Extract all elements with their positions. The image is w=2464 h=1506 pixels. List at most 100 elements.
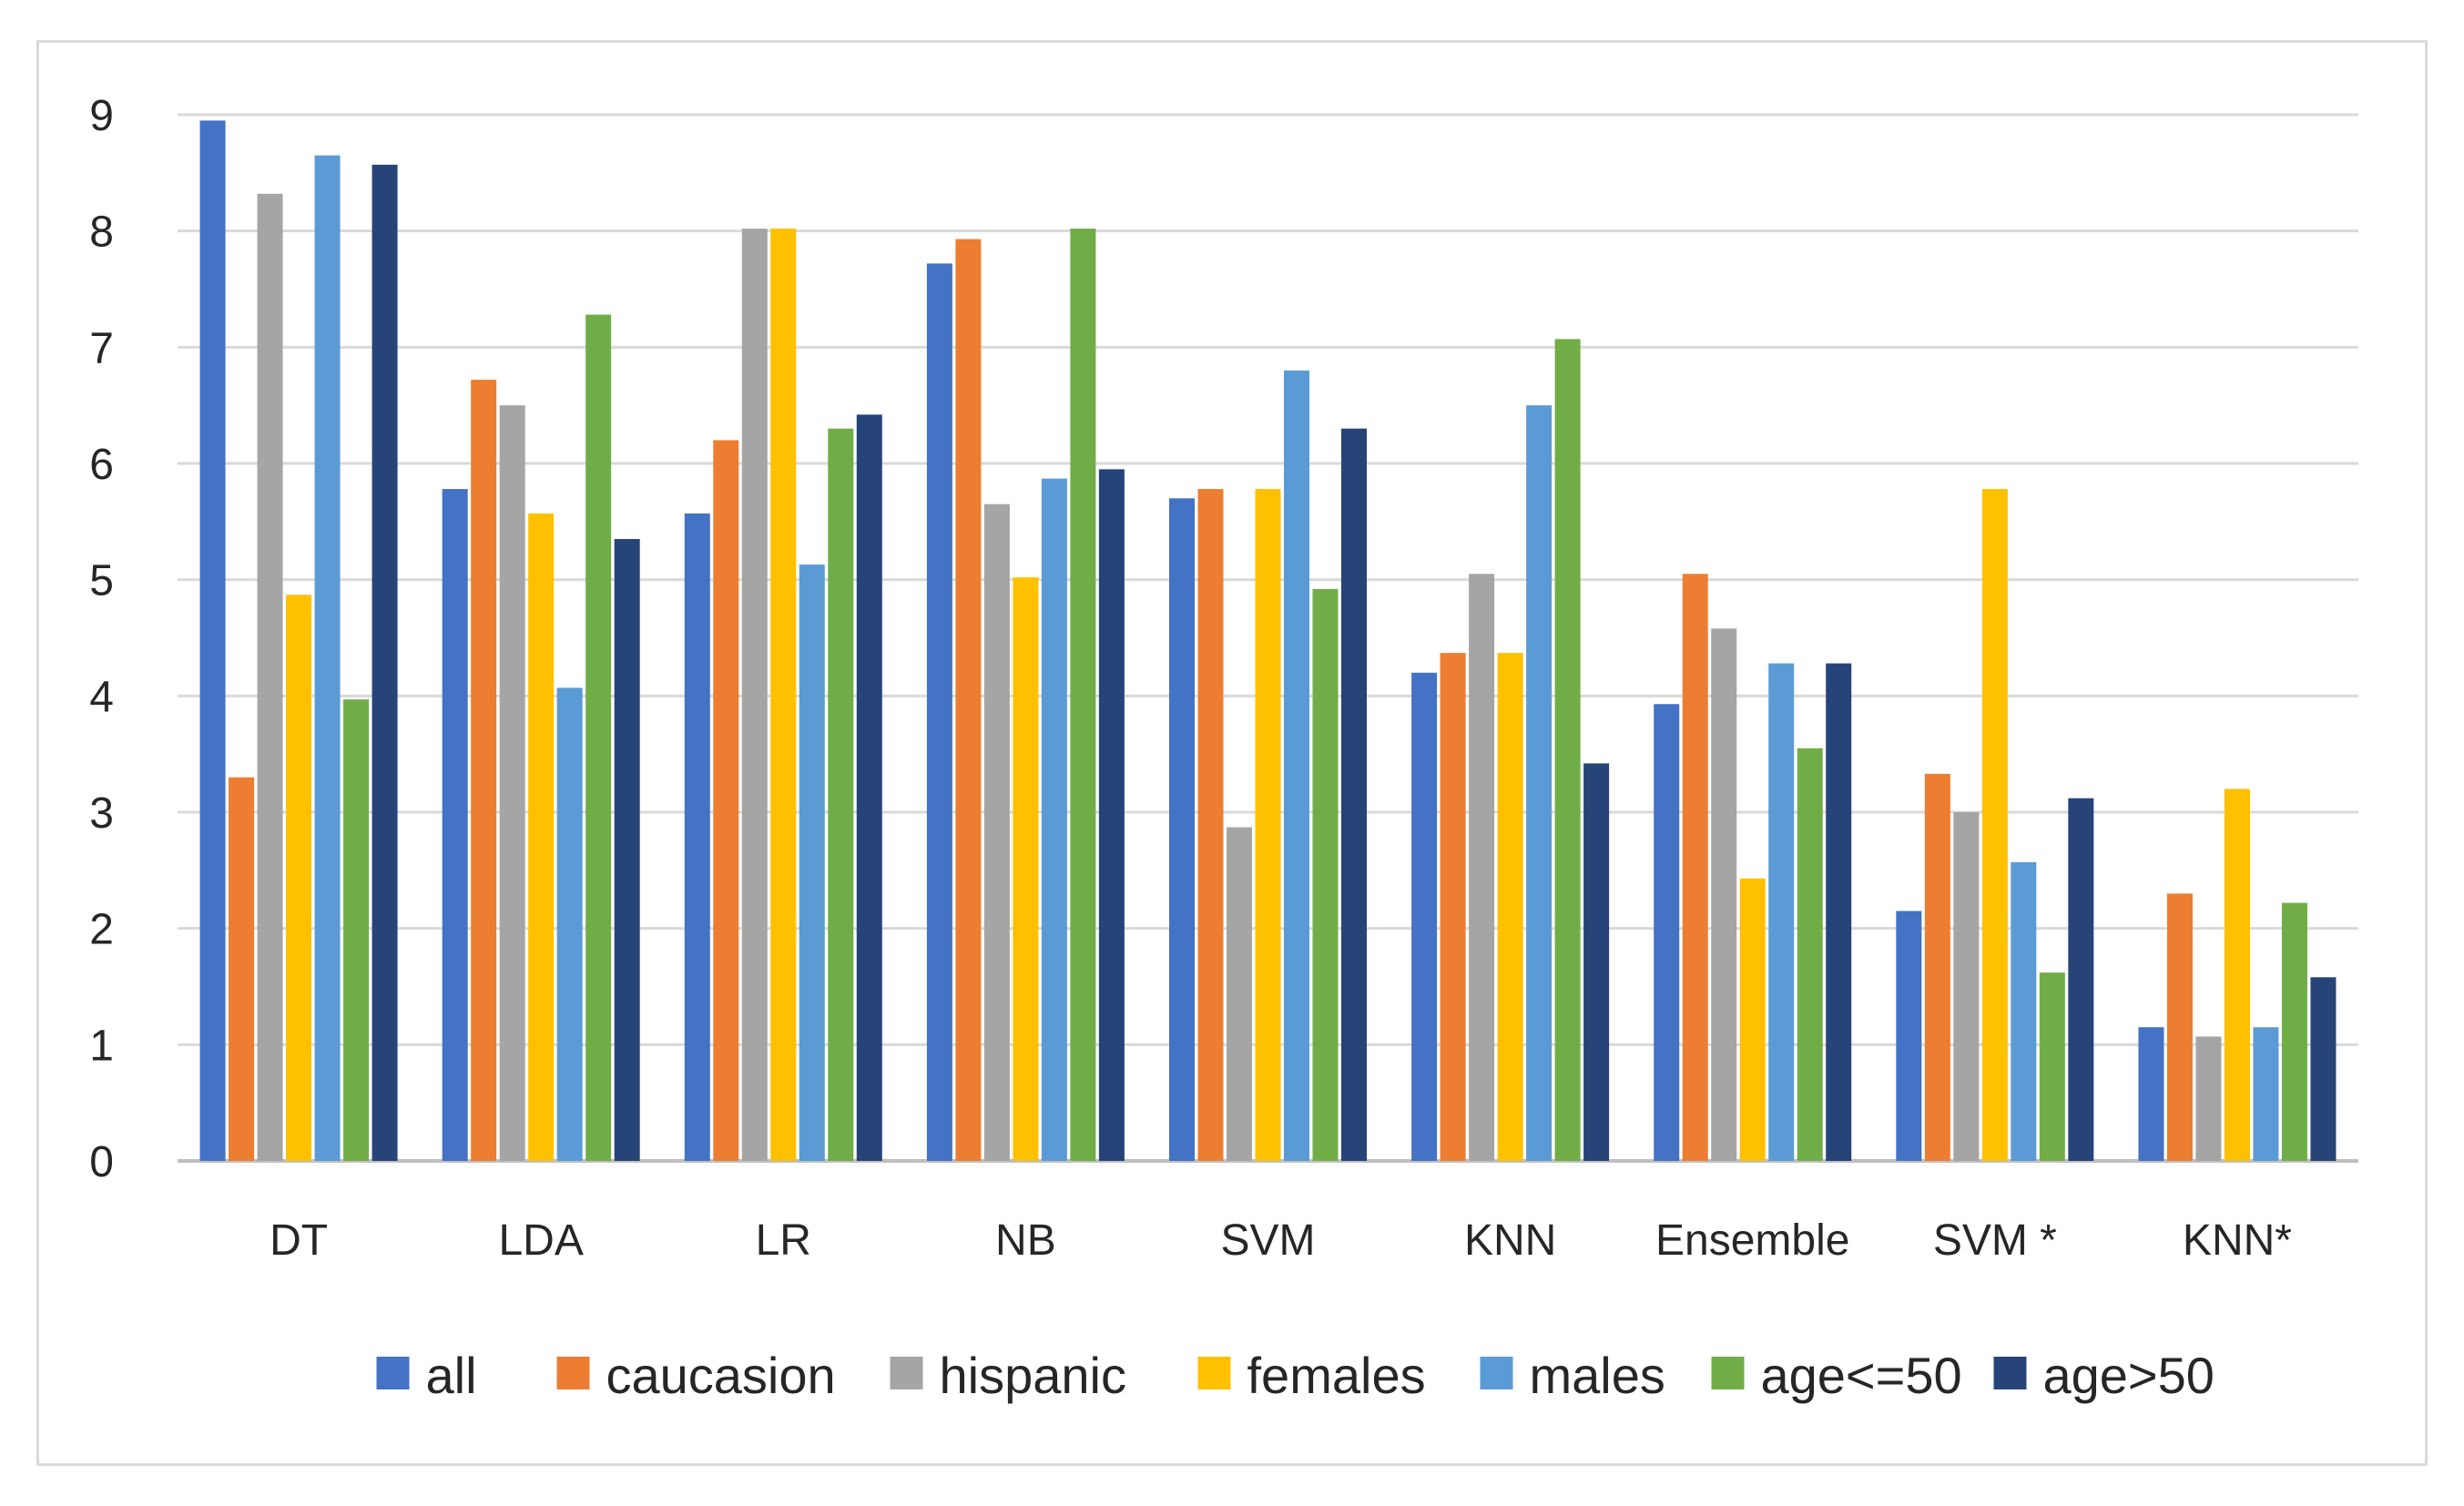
legend-swatch — [1480, 1357, 1513, 1389]
bar-svm-age50 — [2039, 972, 2065, 1161]
y-tick-label: 5 — [89, 557, 114, 605]
bar-svm-caucasion — [1924, 773, 1950, 1161]
bar-svm-all — [1169, 498, 1195, 1161]
y-tick-label: 9 — [89, 92, 114, 140]
bar-lda-caucasion — [471, 380, 497, 1162]
bar-dt-age50 — [372, 164, 398, 1161]
y-tick-label: 8 — [89, 209, 114, 257]
y-tick-label: 3 — [89, 789, 114, 838]
x-tick-label: DT — [270, 1216, 328, 1265]
bar-svm-hispanic — [1953, 812, 1980, 1161]
bar-ensemble-age50 — [1826, 663, 1852, 1161]
bar-ensemble-age50 — [1797, 748, 1823, 1161]
bar-svm-males — [2011, 861, 2037, 1161]
legend-swatch — [376, 1357, 410, 1389]
bar-nb-age50 — [1070, 229, 1096, 1161]
bar-dt-all — [199, 120, 226, 1162]
bar-ensemble-hispanic — [1711, 628, 1737, 1161]
bar-svm-females — [1255, 489, 1281, 1161]
x-tick-label: SVM * — [1933, 1216, 2057, 1265]
legend-label: caucasion — [606, 1347, 836, 1404]
x-tick-label: Ensemble — [1655, 1216, 1849, 1265]
bar-nb-caucasion — [955, 239, 982, 1161]
bar-knn-age50 — [2310, 977, 2337, 1161]
bar-ensemble-all — [1654, 704, 1680, 1161]
bar-lda-age50 — [585, 314, 612, 1161]
bar-lr-caucasion — [713, 440, 739, 1161]
bar-nb-hispanic — [983, 504, 1010, 1161]
legend-label: hispanic — [940, 1347, 1126, 1404]
x-axis-ticks: DT LDA LR NB SVM KNN Ensemble SVM * KNN* — [270, 1216, 2292, 1265]
bar-svm-males — [1284, 370, 1309, 1161]
bar-dt-females — [286, 595, 312, 1161]
bar-knn-males — [2253, 1027, 2279, 1161]
bar-lr-hispanic — [741, 229, 768, 1161]
x-tick-label: KNN — [1464, 1216, 1556, 1265]
legend-swatch — [556, 1357, 590, 1389]
y-tick-label: 2 — [89, 906, 114, 954]
bar-lda-males — [556, 687, 583, 1161]
bar-lr-females — [770, 229, 797, 1161]
bar-svm-females — [1981, 489, 2008, 1161]
bar-svm-age50 — [1341, 428, 1367, 1161]
bar-ensemble-caucasion — [1682, 574, 1708, 1161]
bar-svm-all — [1896, 911, 1922, 1161]
bar-knn-caucasion — [1440, 653, 1466, 1161]
legend-label: all — [426, 1347, 477, 1404]
bar-knn-males — [1526, 405, 1553, 1162]
bar-knn-age50 — [2281, 902, 2307, 1161]
legend-swatch — [1993, 1357, 2027, 1389]
chart-frame — [36, 40, 2428, 1466]
bar-dt-hispanic — [257, 193, 283, 1161]
bar-lr-males — [799, 565, 825, 1161]
bar-ensemble-males — [1768, 663, 1795, 1161]
y-tick-label: 1 — [89, 1022, 114, 1070]
bar-svm-age50 — [1312, 588, 1339, 1161]
bars — [199, 120, 2337, 1162]
y-tick-label: 0 — [89, 1138, 114, 1186]
legend-label: age<=50 — [1761, 1347, 1962, 1404]
bar-lr-all — [684, 513, 710, 1161]
bar-lr-age50 — [856, 414, 882, 1161]
bar-knn-caucasion — [2166, 893, 2193, 1161]
y-tick-label: 7 — [89, 324, 114, 372]
legend: all caucasion hispanic females males age<=50 a… — [376, 1347, 2215, 1404]
bar-ensemble-females — [1739, 878, 1766, 1161]
legend-label: females — [1247, 1347, 1426, 1404]
x-tick-label: NB — [995, 1216, 1056, 1265]
bar-lda-age50 — [614, 538, 640, 1161]
x-tick-label: SVM — [1220, 1216, 1315, 1265]
bar-knn-hispanic — [2195, 1036, 2222, 1161]
legend-swatch — [1197, 1357, 1231, 1389]
bar-nb-age50 — [1098, 469, 1125, 1161]
bar-knn-all — [2138, 1027, 2164, 1161]
y-tick-label: 4 — [89, 673, 114, 721]
bar-nb-females — [1013, 577, 1039, 1161]
bar-knn-females — [1497, 653, 1523, 1161]
bar-nb-males — [1041, 478, 1067, 1161]
bar-knn-age50 — [1554, 339, 1581, 1161]
x-tick-label: LDA — [498, 1216, 583, 1265]
bar-dt-age50 — [343, 699, 370, 1161]
y-axis-ticks: 0 1 2 3 4 5 6 7 8 9 — [89, 92, 114, 1186]
bar-svm-hispanic — [1227, 827, 1252, 1161]
bar-knn-hispanic — [1469, 574, 1495, 1161]
legend-label: males — [1530, 1347, 1665, 1404]
bar-lr-age50 — [828, 428, 854, 1161]
bar-knn-all — [1411, 672, 1438, 1161]
bar-dt-males — [314, 155, 341, 1161]
bar-dt-caucasion — [229, 777, 255, 1161]
y-tick-label: 6 — [89, 441, 114, 489]
bar-svm-caucasion — [1197, 489, 1224, 1161]
legend-swatch — [1711, 1357, 1745, 1389]
x-tick-label: KNN* — [2183, 1216, 2292, 1265]
legend-label: age>50 — [2043, 1347, 2215, 1404]
bar-svm-age50 — [2068, 798, 2094, 1161]
bar-lda-females — [528, 513, 555, 1161]
legend-swatch — [890, 1357, 923, 1389]
bar-lda-all — [442, 489, 468, 1161]
bar-nb-all — [926, 263, 952, 1161]
bar-knn-age50 — [1583, 763, 1610, 1161]
bar-knn-females — [2224, 789, 2250, 1161]
